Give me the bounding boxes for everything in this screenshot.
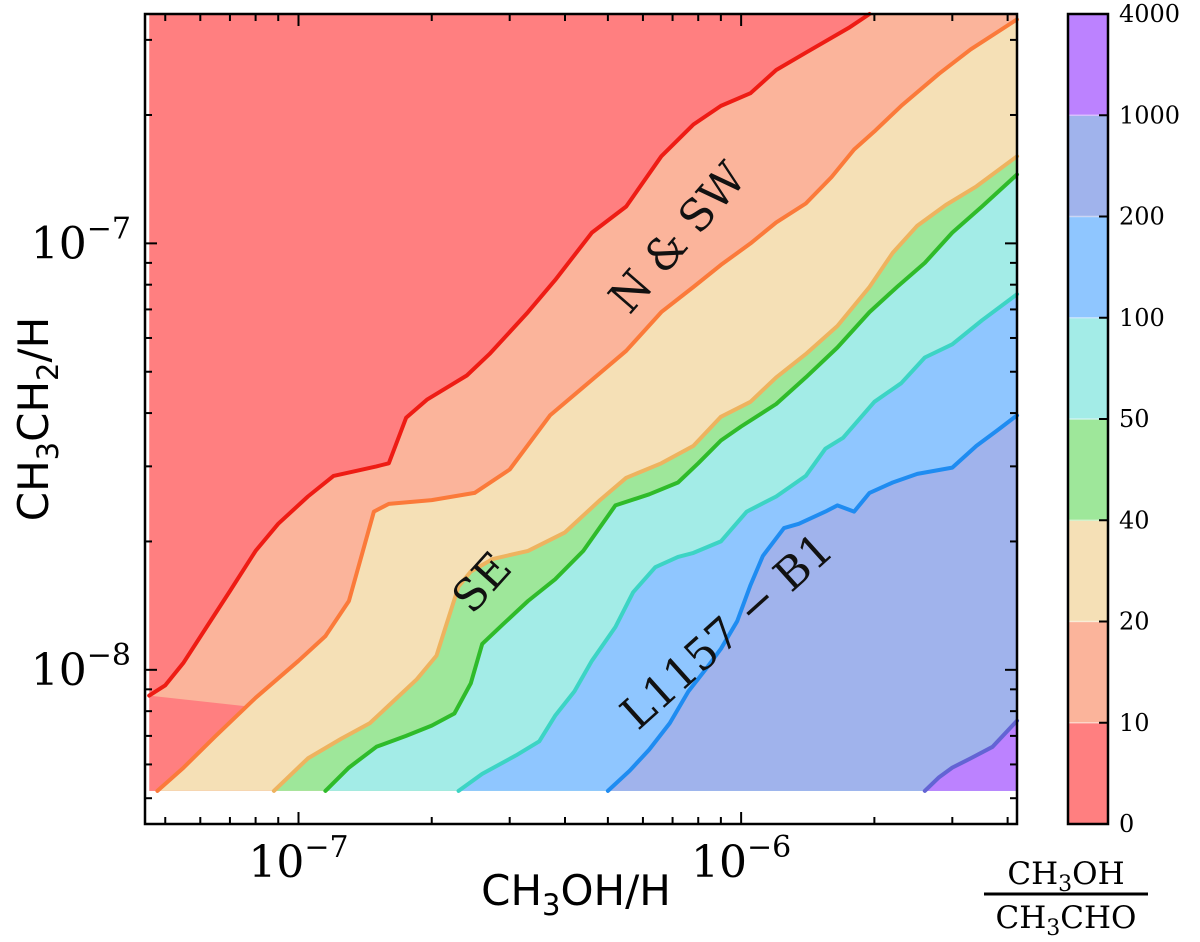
- plot-frame: [143, 12, 1019, 826]
- contour-line-50: [323, 172, 1019, 793]
- x-axis-label: CH3OH/H: [481, 866, 671, 922]
- colorbar-tick-label-1: 10: [1119, 709, 1150, 737]
- colorbar-band-1: [1068, 621, 1108, 724]
- colorbar-band-0: [1068, 722, 1108, 825]
- contour-line-40: [271, 154, 1019, 793]
- y-axis-label-b: CH: [9, 381, 58, 442]
- x-axis-ticks: 10−7 10−6: [164, 14, 1009, 888]
- y-axis-label: CH3CH2/H: [9, 317, 65, 521]
- y-tick-label-0: 10−7: [31, 211, 131, 269]
- colorbar-label-num-sub: 3: [1058, 872, 1072, 897]
- colorbar-ticks: 0 10 20 40 50 100 200 1000 4000: [1099, 0, 1180, 838]
- colorbar-tick-label-7: 1000: [1119, 101, 1180, 129]
- contour-line-200: [605, 413, 1019, 793]
- contour-line-10: [147, 12, 872, 698]
- colorbar-label-den-main: CH: [996, 900, 1047, 936]
- colorbar-tick-label-6: 200: [1119, 203, 1165, 231]
- colorbar-label: CH3OH CH3CHO: [984, 856, 1148, 941]
- colorbar-label-num-rest: OH: [1072, 856, 1124, 892]
- y-tick-label-1: 10−8: [31, 638, 131, 696]
- colorbar: [1068, 14, 1108, 825]
- x-axis-label-main: CH: [481, 866, 542, 915]
- colorbar-label-denominator: CH3CHO: [996, 900, 1137, 941]
- colorbar-tick-label-8: 4000: [1119, 0, 1180, 28]
- contour-bands: [149, 14, 1018, 791]
- colorbar-tick-label-3: 40: [1119, 506, 1150, 534]
- colorbar-tick-label-0: 0: [1119, 810, 1134, 838]
- colorbar-band-2: [1068, 520, 1108, 622]
- x-axis-label-sub: 3: [542, 888, 560, 922]
- contour-band-6: [607, 415, 1017, 791]
- colorbar-label-den-sub: 3: [1046, 916, 1060, 941]
- colorbar-band-7: [1068, 14, 1108, 116]
- y-axis-label-sub2: 2: [31, 362, 65, 380]
- y-axis-label-c: /H: [9, 317, 58, 363]
- colorbar-tick-label-5: 100: [1119, 304, 1165, 332]
- y-axis-ticks: 10−7 10−8: [31, 38, 1017, 800]
- colorbar-band-6: [1068, 115, 1108, 217]
- colorbar-band-5: [1068, 216, 1108, 319]
- x-tick-label-0: 10−7: [248, 830, 348, 888]
- colorbar-label-den-rest: CHO: [1060, 900, 1136, 936]
- contour-line-100: [456, 292, 1019, 793]
- y-axis-label-sub1: 3: [31, 442, 65, 460]
- contour-line-1000: [922, 718, 1019, 793]
- contour-lines: [147, 12, 1019, 793]
- colorbar-tick-label-2: 20: [1119, 608, 1150, 636]
- x-tick-label-1: 10−6: [691, 830, 791, 888]
- colorbar-label-numerator: CH3OH: [1007, 856, 1124, 897]
- contour-line-20: [155, 17, 1019, 793]
- colorbar-band-4: [1068, 317, 1108, 420]
- y-axis-label-a: CH: [9, 460, 58, 521]
- colorbar-label-num-main: CH: [1007, 856, 1058, 892]
- contour-band-7: [924, 720, 1017, 791]
- colorbar-tick-label-4: 50: [1119, 405, 1150, 433]
- x-axis-label-rest: OH/H: [561, 866, 671, 915]
- colorbar-band-3: [1068, 419, 1108, 521]
